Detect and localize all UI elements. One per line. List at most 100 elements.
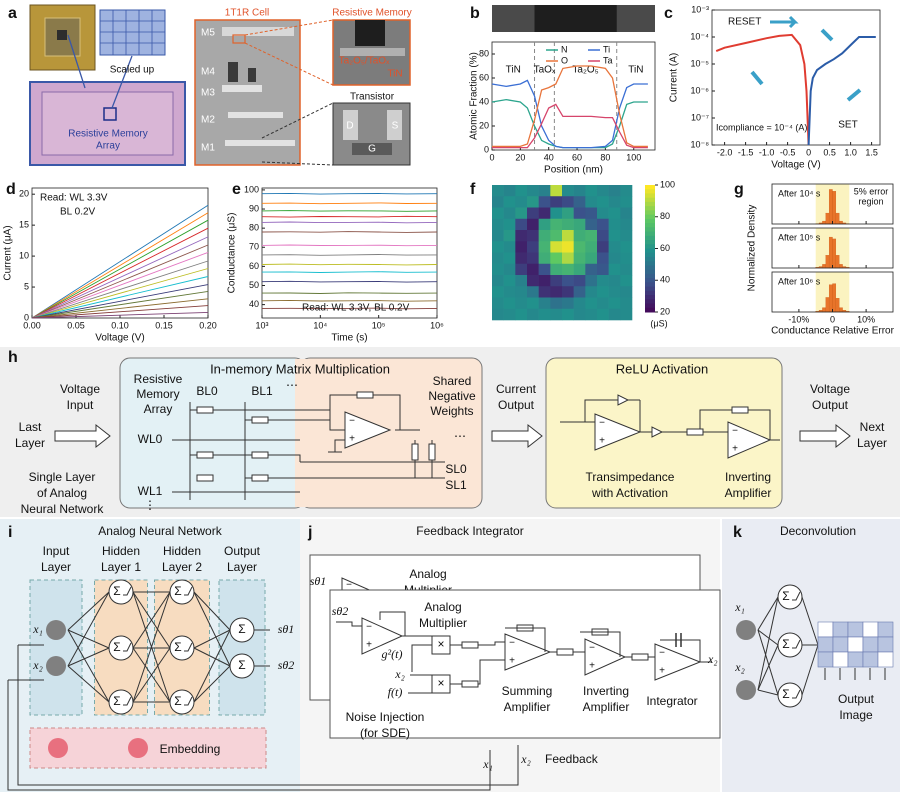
x-tick-label: 10⁶ (430, 320, 444, 330)
label: x₂ (520, 752, 531, 766)
label: SL0 (445, 462, 467, 476)
colorbar-step (645, 223, 655, 228)
heat-cell (620, 308, 633, 321)
colorbar-step (645, 201, 655, 207)
heat-cell (573, 241, 586, 253)
output-pixel (862, 651, 879, 668)
heat-cell (492, 286, 504, 298)
data-line (31, 260, 209, 319)
x-tick-label: 0.5 (823, 147, 836, 157)
heat-cell (550, 308, 563, 321)
colorbar-step (645, 303, 655, 309)
y-tick-label: 10⁻⁸ (690, 139, 709, 149)
heat-cell (597, 218, 609, 231)
data-line (31, 204, 209, 319)
hist-bar (835, 255, 840, 269)
label: Σ (174, 694, 181, 708)
sum-node (169, 635, 195, 661)
heat-cell (562, 263, 574, 276)
wire (801, 596, 819, 646)
hist-bar (832, 238, 837, 269)
data-line (31, 236, 209, 319)
label: + (732, 444, 738, 455)
hist-bar (832, 191, 837, 225)
label: Analog Neural Network (98, 524, 222, 538)
data-line (261, 221, 438, 224)
heat-cell (620, 185, 633, 197)
label: x₂ (394, 667, 405, 681)
flow-arrow (491, 423, 543, 449)
wire (132, 591, 171, 703)
hist-bar (825, 255, 830, 269)
heat-cell (538, 207, 551, 220)
label: SET (838, 120, 857, 131)
data-line (492, 103, 648, 149)
wire (193, 591, 231, 631)
label: sθ1 (278, 622, 295, 636)
heat-cell (608, 297, 621, 310)
heat-cell (492, 252, 504, 265)
data-line (715, 33, 810, 146)
heat-cell (597, 275, 609, 287)
heat-cell (527, 241, 539, 253)
input-node (736, 680, 756, 700)
label: + (366, 640, 372, 651)
label: Voltage (V) (95, 333, 144, 344)
label: Embedding (160, 742, 221, 756)
heat-cell (503, 252, 516, 265)
relu-mark (184, 642, 193, 652)
heat-cell (515, 252, 528, 265)
op-amp (594, 413, 642, 451)
data-line (31, 298, 209, 319)
y-tick-label: 90 (249, 203, 259, 213)
heat-cell (515, 297, 528, 310)
op-amp (584, 638, 627, 676)
colorbar-step (645, 193, 655, 199)
label: Conductance (μS) (227, 213, 238, 294)
input-node (46, 656, 66, 676)
label: Σ (113, 584, 120, 598)
heat-cell (620, 207, 633, 220)
wire (328, 439, 345, 453)
label: Time (s) (331, 333, 367, 344)
label: sθ1 (310, 574, 327, 588)
label: TiN (387, 69, 402, 80)
label: O (561, 55, 568, 65)
label: − (659, 648, 665, 659)
op-amp (504, 633, 552, 671)
label: k (733, 524, 742, 541)
label: Transistor (350, 92, 395, 103)
colorbar-step (645, 282, 655, 288)
heat-cell (527, 297, 539, 310)
heat-cell (608, 230, 621, 242)
heat-cell (503, 230, 516, 242)
wire (757, 629, 779, 646)
y-tick-label: 60 (249, 261, 259, 271)
label: G (368, 144, 376, 155)
heat-cell (527, 275, 539, 287)
heat-cell (585, 185, 598, 197)
resistor (251, 416, 269, 424)
data-line (261, 215, 438, 218)
label: Input (67, 398, 94, 412)
label: Weights (430, 404, 473, 418)
colorbar-step (645, 290, 655, 296)
wire (193, 591, 231, 667)
data-line (807, 36, 876, 146)
label: Ti (603, 44, 610, 54)
tem-band (534, 5, 617, 32)
data-line (261, 307, 438, 310)
relu-mark (184, 586, 193, 596)
heat-cell (538, 185, 551, 197)
output-pixel (862, 636, 879, 653)
y-tick-label: 0 (24, 312, 29, 322)
label: After 10⁵ s (778, 232, 821, 242)
label: x₁ (32, 622, 43, 636)
hist-bar (839, 264, 843, 269)
resistor (251, 451, 269, 459)
label: Σ (238, 622, 245, 636)
label: d (6, 181, 16, 198)
data-line (31, 244, 209, 319)
colorbar-step (645, 197, 655, 203)
heat-cell (620, 230, 633, 242)
